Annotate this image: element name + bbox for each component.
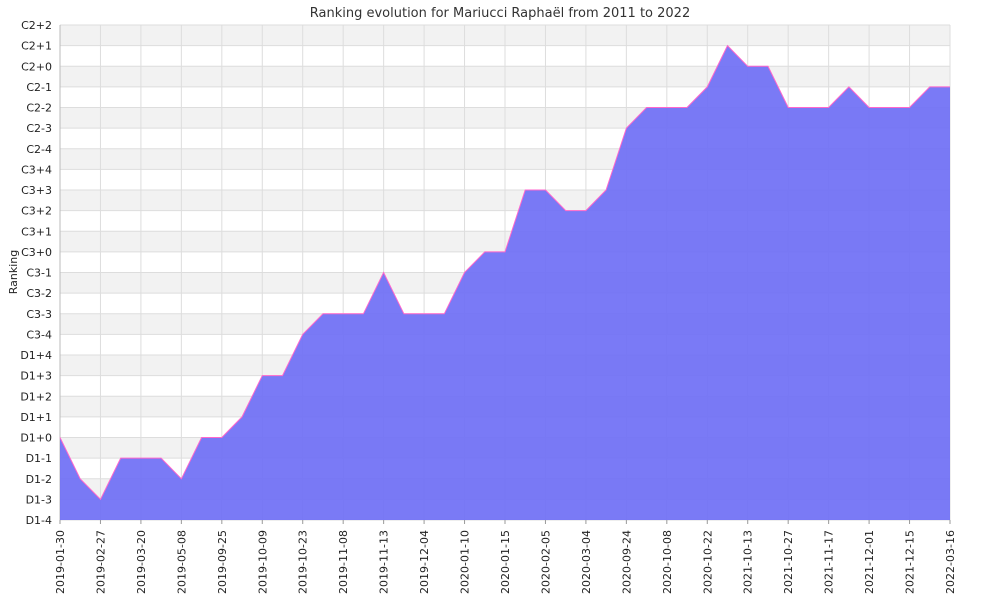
area-series (59, 44, 950, 520)
x-tick-label: 2021-10-13 (742, 530, 755, 594)
y-axis-ticks: D1-4 D1-3 D1-2 D1-1 D1+0 D1+1 D1+2 D1+3 D1+4 C3-4… (20, 19, 52, 527)
x-tick-label: 2021-11-17 (823, 530, 836, 594)
x-tick-label: 2019-11-08 (337, 530, 350, 594)
y-tick-label: D1+2 (20, 390, 52, 403)
y-tick-label: C2-3 (26, 122, 52, 135)
y-tick-label: C2+2 (21, 19, 52, 32)
y-tick-label: C2-4 (26, 143, 52, 156)
y-tick-label: C3-2 (26, 287, 52, 300)
y-tick-label: C3+1 (21, 225, 52, 238)
x-tick-label: 2019-01-30 (54, 530, 67, 594)
y-tick-label: C2-1 (26, 81, 52, 94)
x-tick-label: 2020-01-15 (499, 530, 512, 594)
x-tick-label: 2019-02-27 (94, 530, 107, 594)
y-tick-label: D1+0 (20, 432, 52, 445)
x-tick-label: 2019-03-20 (135, 530, 148, 594)
y-tick-label: C3-3 (26, 308, 52, 321)
y-tick-label: C3-4 (26, 328, 52, 341)
chart-title: Ranking evolution for Mariucci Raphaël f… (310, 6, 690, 21)
x-tick-label: 2019-10-09 (256, 530, 269, 594)
y-tick-label: D1+1 (20, 411, 52, 424)
y-tick-label: D1+4 (20, 349, 52, 362)
x-tick-label: 2019-11-13 (378, 530, 391, 594)
y-tick-label: C2-2 (26, 102, 52, 115)
x-tick-label: 2019-12-04 (418, 530, 431, 594)
y-tick-label: D1-2 (26, 473, 52, 486)
y-tick-label: C3+2 (21, 205, 52, 218)
x-tick-label: 2021-12-15 (904, 530, 917, 594)
x-tick-label: 2021-12-01 (863, 530, 876, 594)
y-tick-label: C3+4 (21, 163, 52, 176)
x-tick-label: 2019-05-08 (175, 530, 188, 594)
y-tick-label: D1-4 (26, 514, 52, 527)
x-tick-label: 2022-03-16 (944, 530, 957, 594)
x-tick-label: 2020-03-04 (580, 530, 593, 594)
y-tick-label: D1+3 (20, 370, 52, 383)
y-axis-label: Ranking (7, 250, 20, 295)
x-tick-label: 2020-10-22 (701, 530, 714, 594)
x-tick-label: 2020-10-08 (661, 530, 674, 594)
y-tick-label: D1-3 (26, 493, 52, 506)
y-tick-label: C3+3 (21, 184, 52, 197)
x-tick-label: 2020-01-10 (459, 530, 472, 594)
x-tick-label: 2019-09-25 (216, 530, 229, 594)
y-tick-label: C3+0 (21, 246, 52, 259)
x-tick-label: 2020-02-05 (539, 530, 552, 594)
x-tick-label: 2020-09-24 (620, 530, 633, 594)
x-axis-ticks: 2019-01-30 2019-02-27 2019-03-20 2019-05-08… (54, 520, 957, 594)
series-line (59, 44, 950, 501)
y-tick-label: D1-1 (26, 452, 52, 465)
y-tick-label: C3-1 (26, 267, 52, 280)
area-fill (60, 45, 950, 520)
x-tick-label: 2021-10-27 (782, 530, 795, 594)
y-tick-label: C2+0 (21, 60, 52, 73)
y-tick-label: C2+1 (21, 40, 52, 53)
x-tick-label: 2019-10-23 (297, 530, 310, 594)
